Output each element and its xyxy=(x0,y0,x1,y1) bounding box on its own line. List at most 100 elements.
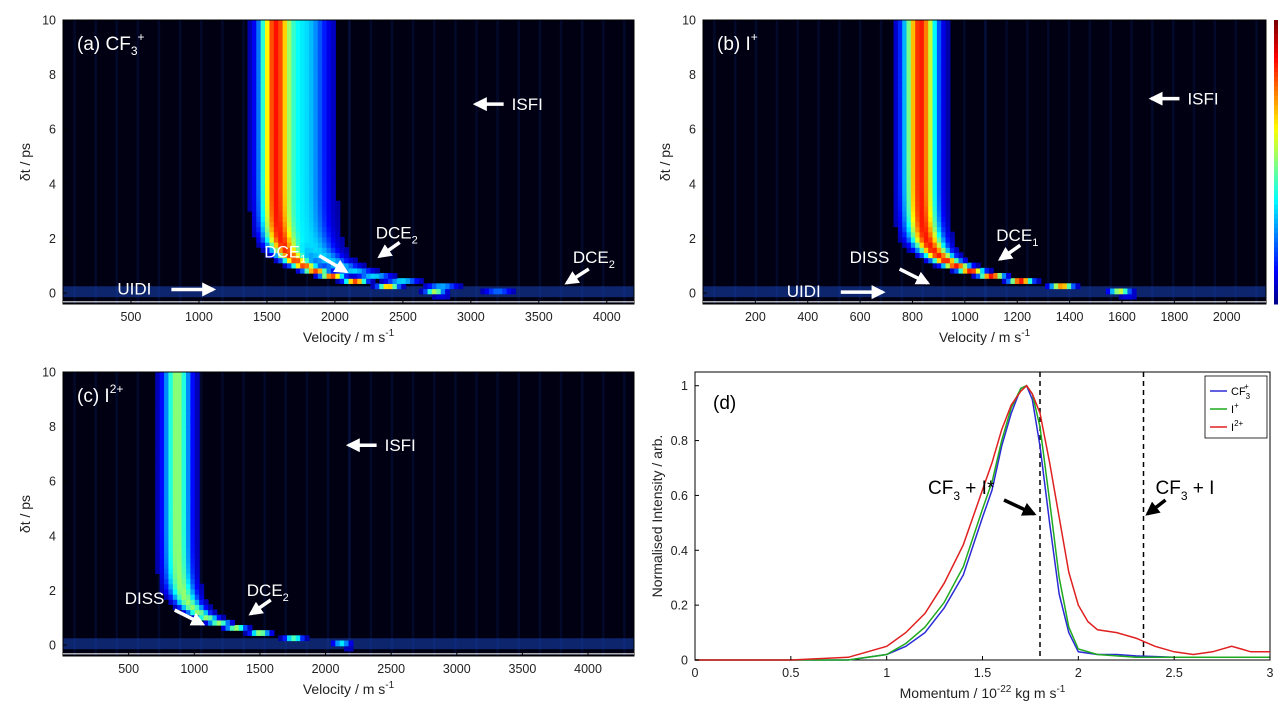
colorbar-step xyxy=(1274,48,1278,54)
heatmap-cell xyxy=(923,216,929,222)
heatmap-cell xyxy=(361,267,367,274)
heatmap-cell xyxy=(177,594,183,600)
heatmap-cell xyxy=(172,464,178,471)
heatmap-cell xyxy=(893,87,899,93)
heatmap-cell xyxy=(945,231,951,238)
heatmap-cells xyxy=(63,372,634,656)
heatmap-cell xyxy=(251,97,257,104)
x-tick-label: 1000 xyxy=(951,310,979,324)
heatmap-cell xyxy=(164,490,170,497)
heatmap-cell xyxy=(287,143,292,150)
heatmap-cell xyxy=(295,247,301,253)
heatmap-cell xyxy=(260,81,266,88)
heatmap-cell xyxy=(919,169,925,176)
heatmap-cell xyxy=(256,92,262,99)
heatmap-cell xyxy=(941,102,947,109)
heatmap-cell xyxy=(915,61,921,68)
heatmap-cell xyxy=(893,211,899,217)
heatmap-cell xyxy=(915,71,921,78)
heatmap-cell xyxy=(458,283,464,290)
heatmap-cell xyxy=(304,50,310,57)
heatmap-cell xyxy=(177,573,183,580)
heatmap-cell xyxy=(256,56,262,62)
heatmap-cell xyxy=(181,408,187,414)
heatmap-cell xyxy=(335,200,341,207)
heatmap-cell xyxy=(313,247,319,253)
heatmap-cell xyxy=(910,97,916,104)
heatmap-cell xyxy=(287,252,292,259)
heatmap-cell xyxy=(190,387,196,394)
heatmap-cell xyxy=(282,56,288,62)
heatmap-cell xyxy=(181,532,187,538)
heatmap-cell xyxy=(159,454,165,461)
heatmap-cell xyxy=(278,112,284,119)
heatmap-cell xyxy=(932,231,938,238)
heatmap-cell xyxy=(269,76,275,83)
heatmap-cell xyxy=(265,25,271,31)
heatmap-cell xyxy=(172,594,178,600)
heatmap-cell xyxy=(256,205,262,212)
heatmap-cell xyxy=(291,226,297,233)
heatmap-cell xyxy=(287,97,292,104)
heatmap-cell xyxy=(273,143,279,150)
heatmap-cell xyxy=(308,81,314,88)
heatmap-cell xyxy=(902,102,908,109)
heatmap-cell xyxy=(1105,288,1111,295)
heatmap-cell xyxy=(295,164,301,171)
heatmap-cell xyxy=(322,133,328,140)
heatmap-cell xyxy=(936,61,942,68)
heatmap-cell xyxy=(919,159,925,166)
heatmap-cell xyxy=(984,267,990,274)
x-tick-label: 2 xyxy=(1075,666,1082,680)
heatmap-cell xyxy=(159,542,165,549)
heatmap-cell xyxy=(291,159,297,166)
heatmap-cell xyxy=(159,449,165,456)
heatmap-cell xyxy=(945,20,951,26)
heatmap-cell xyxy=(155,537,161,543)
heatmap-cell xyxy=(287,236,292,243)
heatmap-cell xyxy=(313,236,319,243)
heatmap-streak xyxy=(94,20,97,304)
heatmap-cell xyxy=(247,35,253,42)
heatmap-cell xyxy=(936,190,942,197)
heatmap-cell xyxy=(260,231,266,238)
heatmap-cell xyxy=(247,143,253,150)
heatmap-cell xyxy=(919,81,925,88)
heatmap-cell xyxy=(251,216,257,222)
heatmap-cell xyxy=(308,216,314,222)
heatmap-cell xyxy=(282,97,288,104)
heatmap-cell xyxy=(348,262,354,269)
colorbar-step xyxy=(1274,199,1278,206)
heatmap-cell xyxy=(164,408,170,414)
heatmap-cell xyxy=(177,547,183,554)
heatmap-cell xyxy=(181,552,187,559)
x-tick-label: 1600 xyxy=(1108,310,1136,324)
heatmap-streak xyxy=(517,372,521,656)
heatmap-cell xyxy=(177,578,183,585)
heatmap-cell xyxy=(185,532,191,538)
heatmap-cell xyxy=(164,402,170,409)
colorbar-step xyxy=(1274,195,1278,201)
heatmap-cell xyxy=(308,107,314,114)
heatmap-cell xyxy=(326,164,332,171)
heatmap-cell xyxy=(185,454,191,461)
heatmap-cell xyxy=(919,71,925,78)
heatmap-cell xyxy=(322,123,328,130)
heatmap-cell xyxy=(326,25,332,31)
heatmap-cell xyxy=(247,630,253,636)
heatmap-cell xyxy=(282,76,288,83)
x-tick-label: 800 xyxy=(902,310,923,324)
heatmap-cell xyxy=(313,252,319,259)
heatmap-cell xyxy=(902,211,908,217)
x-axis-label: Velocity / m s-1 xyxy=(303,680,395,697)
heatmap-cell xyxy=(322,159,328,166)
heatmap-cell xyxy=(159,511,165,518)
heatmap-cell xyxy=(941,128,947,135)
heatmap-cell xyxy=(155,501,161,507)
heatmap-cell xyxy=(159,439,165,445)
heatmap-cell xyxy=(932,138,938,145)
heatmap-cell xyxy=(308,61,314,68)
heatmap-streak xyxy=(73,20,76,304)
heatmap-cell xyxy=(287,92,292,99)
heatmap-cell xyxy=(322,112,328,119)
